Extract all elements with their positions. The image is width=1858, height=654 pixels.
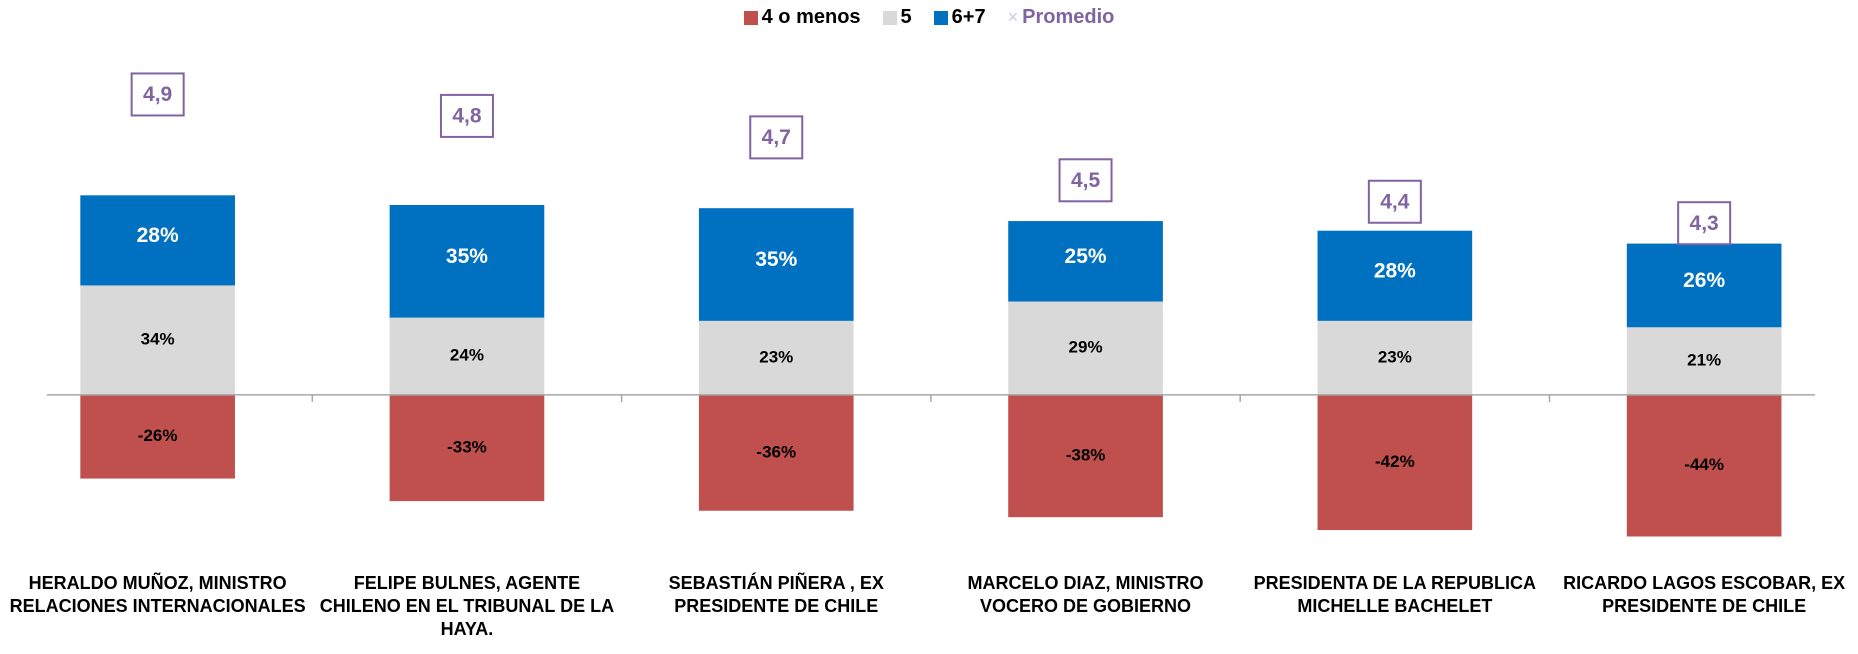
legend-label: Promedio xyxy=(1022,6,1115,28)
value-label: 26% xyxy=(1683,269,1725,292)
bar-segment xyxy=(1626,394,1782,537)
bar-segment xyxy=(1008,301,1163,395)
bar-segment xyxy=(389,394,545,502)
value-label: 23% xyxy=(1378,347,1412,366)
value-label: 34% xyxy=(141,330,175,349)
bar-segment xyxy=(1317,394,1473,531)
average-label: 4,9 xyxy=(143,83,172,106)
bar-segment xyxy=(698,208,854,321)
value-label: -44% xyxy=(1684,455,1724,474)
legend-item: 4 o menos xyxy=(743,6,861,29)
legend-swatch xyxy=(743,10,758,25)
average-label: 4,8 xyxy=(452,104,482,127)
legend-label: 4 o menos xyxy=(761,6,861,28)
value-label: 35% xyxy=(446,245,488,268)
x-tick-label: FELIPE BULNES, AGENTE CHILENO EN EL TRIB… xyxy=(319,573,615,639)
average-label: 4,7 xyxy=(762,126,791,149)
value-label: -42% xyxy=(1375,452,1415,471)
value-label: 25% xyxy=(1065,245,1107,268)
value-label: -26% xyxy=(138,426,178,445)
legend: 4 o menos 5 6+7 × Promedio xyxy=(0,6,1858,29)
average-box xyxy=(1677,201,1732,246)
legend-label: 6+7 xyxy=(951,6,986,28)
bar-segment xyxy=(389,204,545,318)
bar-segment xyxy=(1317,320,1473,395)
average-box xyxy=(1058,158,1113,203)
legend-label: 5 xyxy=(900,6,912,28)
average-label: 4,5 xyxy=(1071,169,1101,192)
bar-segment xyxy=(80,394,235,479)
bar-segment xyxy=(1008,394,1163,518)
x-tick-label: HERALDO MUÑOZ, MINISTRO RELACIONES INTER… xyxy=(9,573,306,616)
bar-segment xyxy=(1317,230,1473,321)
x-tick-label: MARCELO DIAZ, MINISTRO VOCERO DE GOBIERN… xyxy=(967,573,1204,616)
bar-segment xyxy=(698,394,854,511)
x-tick-label: RICARDO LAGOS ESCOBAR, EX PRESIDENTE DE … xyxy=(1563,573,1846,616)
average-box xyxy=(439,93,494,138)
value-label: -33% xyxy=(447,437,487,456)
bar-segment xyxy=(1008,221,1163,302)
x-tick-label: SEBASTIÁN PIÑERA , EX PRESIDENTE DE CHIL… xyxy=(668,573,884,616)
bar-segment xyxy=(698,320,854,395)
legend-item: × Promedio xyxy=(1008,6,1115,29)
legend-swatch xyxy=(882,10,897,25)
value-label: -36% xyxy=(756,442,796,461)
value-label: 24% xyxy=(450,346,484,365)
value-label: 28% xyxy=(137,224,179,247)
value-label: 23% xyxy=(759,347,793,366)
bar-segment xyxy=(1626,243,1782,328)
value-label: -38% xyxy=(1066,446,1106,465)
bar-segment xyxy=(389,317,545,395)
legend-swatch xyxy=(933,10,948,25)
value-label: 21% xyxy=(1687,351,1721,370)
value-label: 35% xyxy=(755,248,797,271)
x-tick-label: PRESIDENTA DE LA REPUBLICA MICHELLE BACH… xyxy=(1253,573,1537,616)
average-label: 4,3 xyxy=(1690,212,1719,235)
average-box xyxy=(130,72,185,117)
average-label: 4,4 xyxy=(1380,190,1410,213)
bar-segment xyxy=(1626,327,1782,395)
value-label: 29% xyxy=(1069,338,1103,357)
value-label: 28% xyxy=(1374,259,1416,282)
average-box xyxy=(749,115,804,160)
legend-item: 6+7 xyxy=(933,6,986,29)
legend-item: 5 xyxy=(882,6,912,29)
legend-marker: × xyxy=(1007,7,1019,27)
bar-segment xyxy=(80,195,235,286)
average-box xyxy=(1367,179,1422,224)
bar-segment xyxy=(80,285,235,395)
